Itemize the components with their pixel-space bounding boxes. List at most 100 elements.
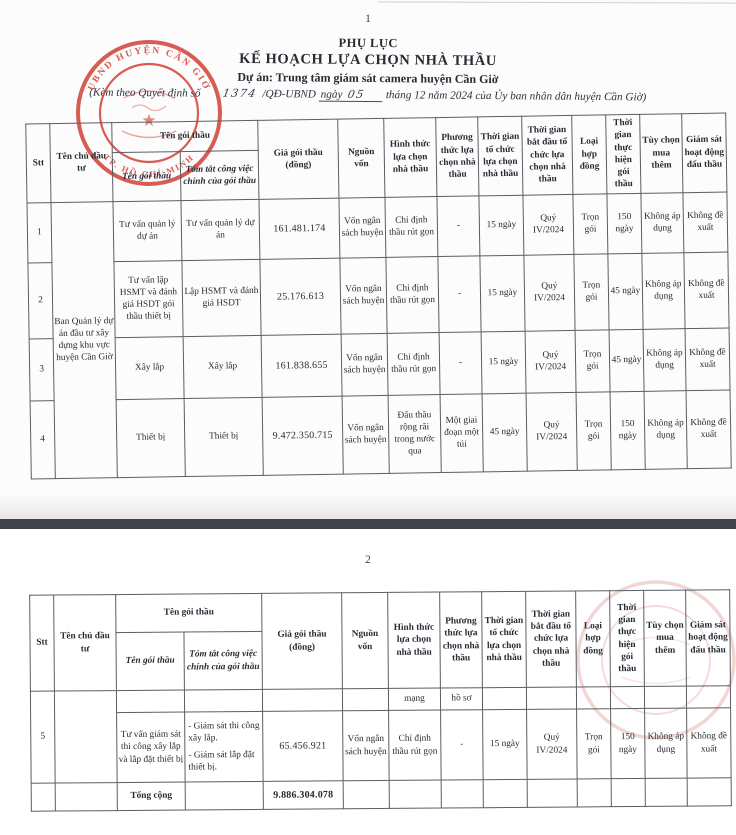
- cell-phuongthuc: -: [437, 255, 482, 333]
- cell-batdau: Quý IV/2024: [522, 194, 574, 255]
- header-tg-bat-dau: Thời gian bắt đầu tổ chức lựa chọn nhà t…: [525, 590, 577, 688]
- decree-day-label: ngày: [320, 88, 343, 101]
- cell-phuongthuc: -: [436, 195, 480, 257]
- cell-empty: [576, 686, 611, 709]
- cell-investor: Ban Quản lý dự án đầu tư xây dựng khu vự…: [50, 201, 118, 479]
- cell-tochuc: 45 ngày: [482, 392, 528, 472]
- svg-text:UBND HUYỆN CẦN GIỜ: UBND HUYỆN CẦN GIỜ: [87, 43, 214, 92]
- official-red-stamp-icon: UBND HUYỆN CẦN GIỜ TP. HỒ CHÍ MINH ★: [76, 40, 222, 186]
- cell-empty: [610, 686, 645, 709]
- table-row-total: Tổng cộng 9.886.304.078: [31, 777, 732, 812]
- cell-tomtat: Lập HSMT và đánh giá HSDT: [181, 258, 262, 337]
- cell-empty: [577, 778, 612, 807]
- header-tom-tat: Tóm tắt công việc chính của gói thầu: [180, 150, 259, 201]
- cell-thuchien: 150 ngày: [610, 708, 646, 779]
- cell-giamsat: Không đề xuất: [685, 327, 731, 391]
- cell-giamsat: Không đề xuất: [686, 707, 732, 779]
- decree-suffix: tháng 12 năm 2024 của Ủy ban nhân dân hu…: [385, 89, 647, 104]
- cell-empty: [611, 778, 646, 807]
- cell-hinhthuc: Chỉ định thầu rút gọn: [385, 256, 440, 333]
- header-tg-to-chuc: Thời gian tổ chức lựa chọn nhà thầu: [477, 116, 523, 196]
- cell-tomtat-empty: [184, 689, 263, 713]
- table-row: 1 Ban Quản lý dự án đầu tư xây dựng khu …: [26, 191, 728, 479]
- cell-phuongthuc-cont: hồ sơ: [440, 687, 483, 711]
- cell-von-empty: [342, 688, 389, 711]
- cell-hinhthuc: Đấu thầu rộng rãi trong nước qua: [388, 394, 442, 473]
- cell-tomtat: - Giám sát thi công xây lắp. - Giám sát …: [184, 711, 264, 783]
- cell-ten: Thiết bị: [116, 398, 186, 478]
- table-row: 3 Xây lắp Xây lắp 161.838.655 Vốn ngân s…: [29, 327, 731, 401]
- cell-ten: Tư vấn lập HSMT và đánh giá HSDT gói thầ…: [113, 260, 184, 338]
- cell-tochuc: 15 ngày: [479, 254, 526, 332]
- header-ten-goi-thau: Tên gói thầu: [115, 632, 185, 691]
- page2-procurement-table: Stt Tên chủ đầu tư Tên gói thầu Giá gói …: [29, 589, 732, 812]
- header-tuy-chon: Tùy chọn mua thêm: [643, 590, 687, 687]
- cell-empty: [644, 686, 687, 709]
- document-page-1: 1 PHỤ LỤC KẾ HOẠCH LỰA CHỌN NHÀ THẦU Dự …: [0, 0, 736, 519]
- cell-giamsat: Không đề xuất: [683, 251, 730, 329]
- header-goi-thau-group: Tên gói thầu: [111, 120, 259, 153]
- cell-empty: [527, 778, 578, 808]
- cell-phuongthuc: Một giai đoạn một túi: [440, 393, 484, 473]
- cell-batdau: Quý IV/2024: [526, 708, 578, 780]
- header-nguon-von: Nguồn vốn: [337, 118, 385, 198]
- cell-empty: [483, 779, 528, 808]
- cell-stt: 2: [27, 262, 54, 339]
- cell-stt: 3: [29, 338, 55, 401]
- cell-giamsat: Không đề xuất: [682, 191, 728, 253]
- cell-hopdong: Trọn gói: [576, 391, 612, 470]
- header-tg-thuc-hien: Thời gian thực hiện gói thầu: [605, 114, 641, 194]
- cell-investor: [54, 690, 118, 784]
- page-number: 1: [365, 13, 371, 25]
- cell-tuychon: Không áp dụng: [640, 192, 684, 253]
- cell-hinhthuc: Chỉ định thầu rút gọn: [387, 332, 441, 395]
- cell-ten-empty: [116, 690, 185, 713]
- page-number: 2: [365, 554, 371, 566]
- cell-batdau: Quý IV/2024: [526, 392, 578, 471]
- cell-tuychon: Không áp dụng: [644, 390, 688, 469]
- header-hinh-thuc: Hình thức lựa chọn nhà thầu: [383, 117, 437, 197]
- cell-von: Vốn ngân sách huyện: [338, 196, 386, 258]
- cell-tomtat: Tư vấn quản lý dự án: [180, 198, 260, 261]
- cell-gia: 65.456.921: [262, 710, 344, 782]
- header-stt: Stt: [25, 123, 51, 203]
- cell-batdau: Quý IV/2024: [525, 330, 577, 393]
- cell-gia-empty: [262, 688, 343, 712]
- decree-day-handwritten: 05: [346, 87, 367, 101]
- header-phuong-thuc: Phương thức lựa chọn nhà thầu: [439, 591, 483, 689]
- cell-von: Vốn ngân sách huyện: [342, 394, 390, 474]
- decree-day-underline: ngày 05: [318, 87, 384, 103]
- cell-empty: [441, 779, 484, 809]
- page1-procurement-table: Stt Tên chủ đầu tư Tên gói thầu Giá gói …: [25, 113, 732, 480]
- header-tg-bat-dau: Thời gian bắt đầu tổ chức lựa chọn nhà t…: [521, 115, 573, 195]
- total-label: Tổng cộng: [117, 782, 186, 811]
- header-goi-thau-group: Tên gói thầu: [115, 593, 262, 633]
- cell-hopdong: Trọn gói: [575, 329, 611, 393]
- header-tom-tat: Tóm tắt công việc chính của gói thầu: [183, 631, 263, 691]
- header-loai-hop-dong: Loại hợp đồng: [571, 114, 607, 195]
- header-gia: Giá gói thầu (đồng): [257, 119, 339, 199]
- cell-gia: 25.176.613: [259, 257, 342, 335]
- document-page-2: 2 Stt Tên chủ đầu tư Tên gói thầu Giá gó…: [0, 529, 736, 835]
- table-row: 2 Tư vấn lập HSMT và đánh giá HSDT gói t…: [27, 251, 730, 339]
- cell-thuchien: 45 ngày: [609, 328, 645, 392]
- cell-tochuc: 15 ngày: [478, 194, 524, 256]
- cell-tomtat: Thiết bị: [184, 396, 264, 477]
- cell-gia: 161.838.655: [261, 333, 343, 397]
- cell-phuongthuc: -: [439, 331, 483, 395]
- cell-stt: 5: [30, 691, 56, 784]
- header-tuy-chon: Tùy chọn mua thêm: [639, 113, 683, 193]
- header-ten-goi-thau: Tên gói thầu: [112, 151, 181, 202]
- header-nguon-von: Nguồn vốn: [341, 592, 389, 689]
- cell-gia: 9.472.350.715: [262, 395, 344, 475]
- table-row: Tư vấn giám sát thi công xây lắp và lắp …: [31, 707, 732, 783]
- header-chu-dau-tu: Tên chủ đầu tư: [53, 594, 117, 692]
- cell-giamsat: Không đề xuất: [686, 389, 732, 469]
- cell-stt: 4: [30, 400, 56, 479]
- total-value: 9.886.304.078: [263, 780, 344, 810]
- cell-thuchien: 150 ngày: [610, 390, 646, 470]
- cell-phuongthuc: -: [440, 709, 484, 781]
- cell-hinhthuc: Chỉ định thầu rút gọn: [388, 710, 442, 781]
- scan-artifact-line: [377, 1, 736, 4]
- cell-empty: [185, 781, 264, 811]
